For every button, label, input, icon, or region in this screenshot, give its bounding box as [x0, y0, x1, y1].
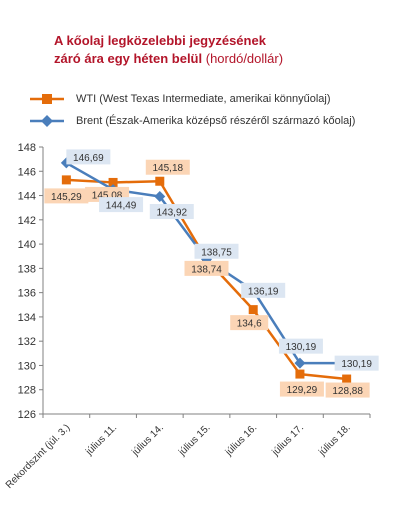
- data-label-brent: 130,19: [341, 359, 372, 370]
- data-label-bg-brent: [194, 243, 239, 259]
- y-tick-label: 126: [18, 409, 36, 421]
- y-tick-label: 148: [18, 142, 36, 154]
- data-point-wti: [342, 374, 352, 384]
- data-point-wti: [61, 175, 71, 185]
- data-label-bg-wti: [145, 159, 190, 175]
- data-point-brent: [294, 357, 306, 369]
- legend-item-brent: Brent (Észak-Amerika középső részéről sz…: [30, 114, 390, 136]
- data-label-bg-brent: [241, 282, 286, 298]
- data-point-brent: [154, 191, 166, 203]
- title-unit: (hordó/dollár): [205, 51, 284, 66]
- chart-title: A kőolaj legközelebbi jegyzésének záró á…: [54, 32, 384, 68]
- data-label-bg-brent: [334, 355, 379, 371]
- data-label-wti: 138,74: [191, 264, 222, 275]
- data-point-wti: [295, 369, 305, 379]
- title-line-1: A kőolaj legközelebbi jegyzésének: [54, 33, 266, 48]
- data-label-wti: 128,88: [332, 386, 363, 397]
- data-label-bg-wti: [325, 382, 370, 398]
- data-label-brent: 136,19: [248, 286, 279, 297]
- data-label-bg-brent: [66, 149, 111, 165]
- data-label-bg-brent: [99, 197, 144, 213]
- title-line-2-text: záró ára egy héten belül: [54, 51, 203, 66]
- x-tick-label: július 15.: [176, 422, 212, 458]
- y-tick-label: 144: [18, 191, 36, 203]
- data-point-wti: [248, 305, 258, 315]
- x-tick-label: július 16.: [223, 422, 259, 458]
- y-tick-label: 138: [18, 263, 36, 275]
- legend-label-wti: WTI (West Texas Intermediate, amerikai k…: [76, 93, 331, 105]
- data-label-wti: 145,08: [92, 190, 123, 201]
- data-label-bg-wti: [184, 260, 229, 276]
- data-label-brent: 146,69: [73, 153, 104, 164]
- data-label-brent: 143,92: [156, 208, 187, 219]
- data-label-brent: 130,19: [286, 342, 317, 353]
- data-label-bg-brent: [149, 204, 194, 220]
- chart-legend: WTI (West Texas Intermediate, amerikai k…: [30, 92, 390, 136]
- data-label-wti: 129,29: [287, 385, 318, 396]
- y-tick-label: 134: [18, 312, 36, 324]
- legend-item-wti: WTI (West Texas Intermediate, amerikai k…: [30, 92, 390, 114]
- data-point-wti: [108, 177, 118, 187]
- x-tick-label: július 18.: [316, 422, 352, 458]
- data-label-wti: 145,29: [51, 192, 82, 203]
- y-tick-label: 132: [18, 336, 36, 348]
- legend-swatch-brent: [30, 115, 64, 127]
- data-label-wti: 134,6: [237, 319, 262, 330]
- data-label-bg-wti: [44, 188, 89, 204]
- x-tick-label: Rekordszint (júl. 3.): [4, 422, 73, 491]
- data-label-bg-wti: [230, 315, 269, 331]
- y-tick-label: 136: [18, 288, 36, 300]
- y-tick-label: 140: [18, 239, 36, 251]
- legend-label-brent: Brent (Észak-Amerika középső részéről sz…: [76, 115, 356, 127]
- data-label-bg-brent: [278, 338, 323, 354]
- x-tick-label: július 11.: [83, 422, 119, 458]
- legend-swatch-wti: [30, 94, 64, 104]
- x-tick-label: július 17.: [270, 422, 306, 458]
- data-label-brent: 144,49: [106, 201, 137, 212]
- y-tick-label: 128: [18, 385, 36, 397]
- data-label-bg-wti: [279, 381, 324, 397]
- data-label-wti: 145,18: [152, 163, 183, 174]
- title-line-2: záró ára egy héten belül (hordó/dollár): [54, 50, 384, 68]
- data-label-brent: 138,75: [201, 247, 232, 258]
- y-tick-label: 146: [18, 166, 36, 178]
- y-tick-label: 142: [18, 215, 36, 227]
- x-tick-label: július 14.: [130, 422, 166, 458]
- data-point-wti: [155, 176, 165, 186]
- y-tick-label: 130: [18, 360, 36, 372]
